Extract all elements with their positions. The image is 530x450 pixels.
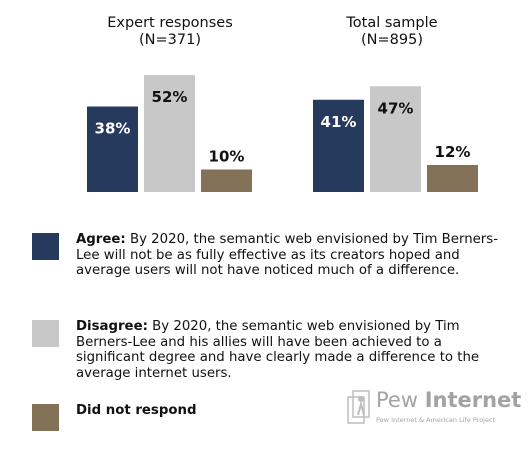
logo-tagline: Pew Internet & American Life Project	[376, 416, 496, 424]
group-title: Expert responses	[107, 15, 233, 31]
data-label: 38%	[95, 120, 131, 138]
data-label: 52%	[152, 88, 188, 106]
bar-did-not-respond	[201, 169, 252, 192]
pew-logo-icon	[347, 390, 370, 424]
legend-text-agree: By 2020, the semantic web envisioned by …	[76, 232, 498, 278]
group-title: Total sample	[345, 15, 437, 31]
legend-key-no-response: Did not respond	[76, 403, 197, 418]
data-label: 47%	[378, 99, 414, 117]
legend-key-agree: Agree:	[76, 232, 126, 247]
data-label: 12%	[435, 143, 471, 161]
bar-disagree	[370, 86, 421, 192]
legend-agree: Agree: By 2020, the semantic web envisio…	[32, 232, 510, 279]
bar-agree	[87, 106, 138, 192]
legend-key-disagree: Disagree:	[76, 319, 148, 334]
bar-agree	[313, 99, 364, 192]
legend-no-response: Did not respond	[32, 403, 510, 431]
legend-disagree: Disagree: By 2020, the semantic web envi…	[32, 319, 510, 381]
data-label: 41%	[321, 113, 357, 131]
pew-internet-logo: Pew Internet Pew Internet & American Lif…	[346, 385, 521, 443]
legend-swatch-disagree	[32, 320, 59, 347]
legend-text-disagree: By 2020, the semantic web envisioned by …	[76, 319, 480, 381]
data-label: 10%	[209, 148, 245, 166]
legend-swatch-no-response	[32, 404, 59, 431]
bar-did-not-respond	[427, 165, 478, 192]
logo-word-bold: Internet	[424, 388, 522, 412]
legend-swatch-agree	[32, 233, 59, 260]
bar-disagree	[144, 75, 195, 192]
logo-word-light: Pew	[376, 388, 425, 412]
group-subtitle: (N=371)	[139, 32, 201, 48]
group-subtitle: (N=895)	[361, 32, 423, 48]
grouped-bar-chart: Expert responses(N=371) 38% 52% 10% Total sa…	[87, 15, 478, 192]
